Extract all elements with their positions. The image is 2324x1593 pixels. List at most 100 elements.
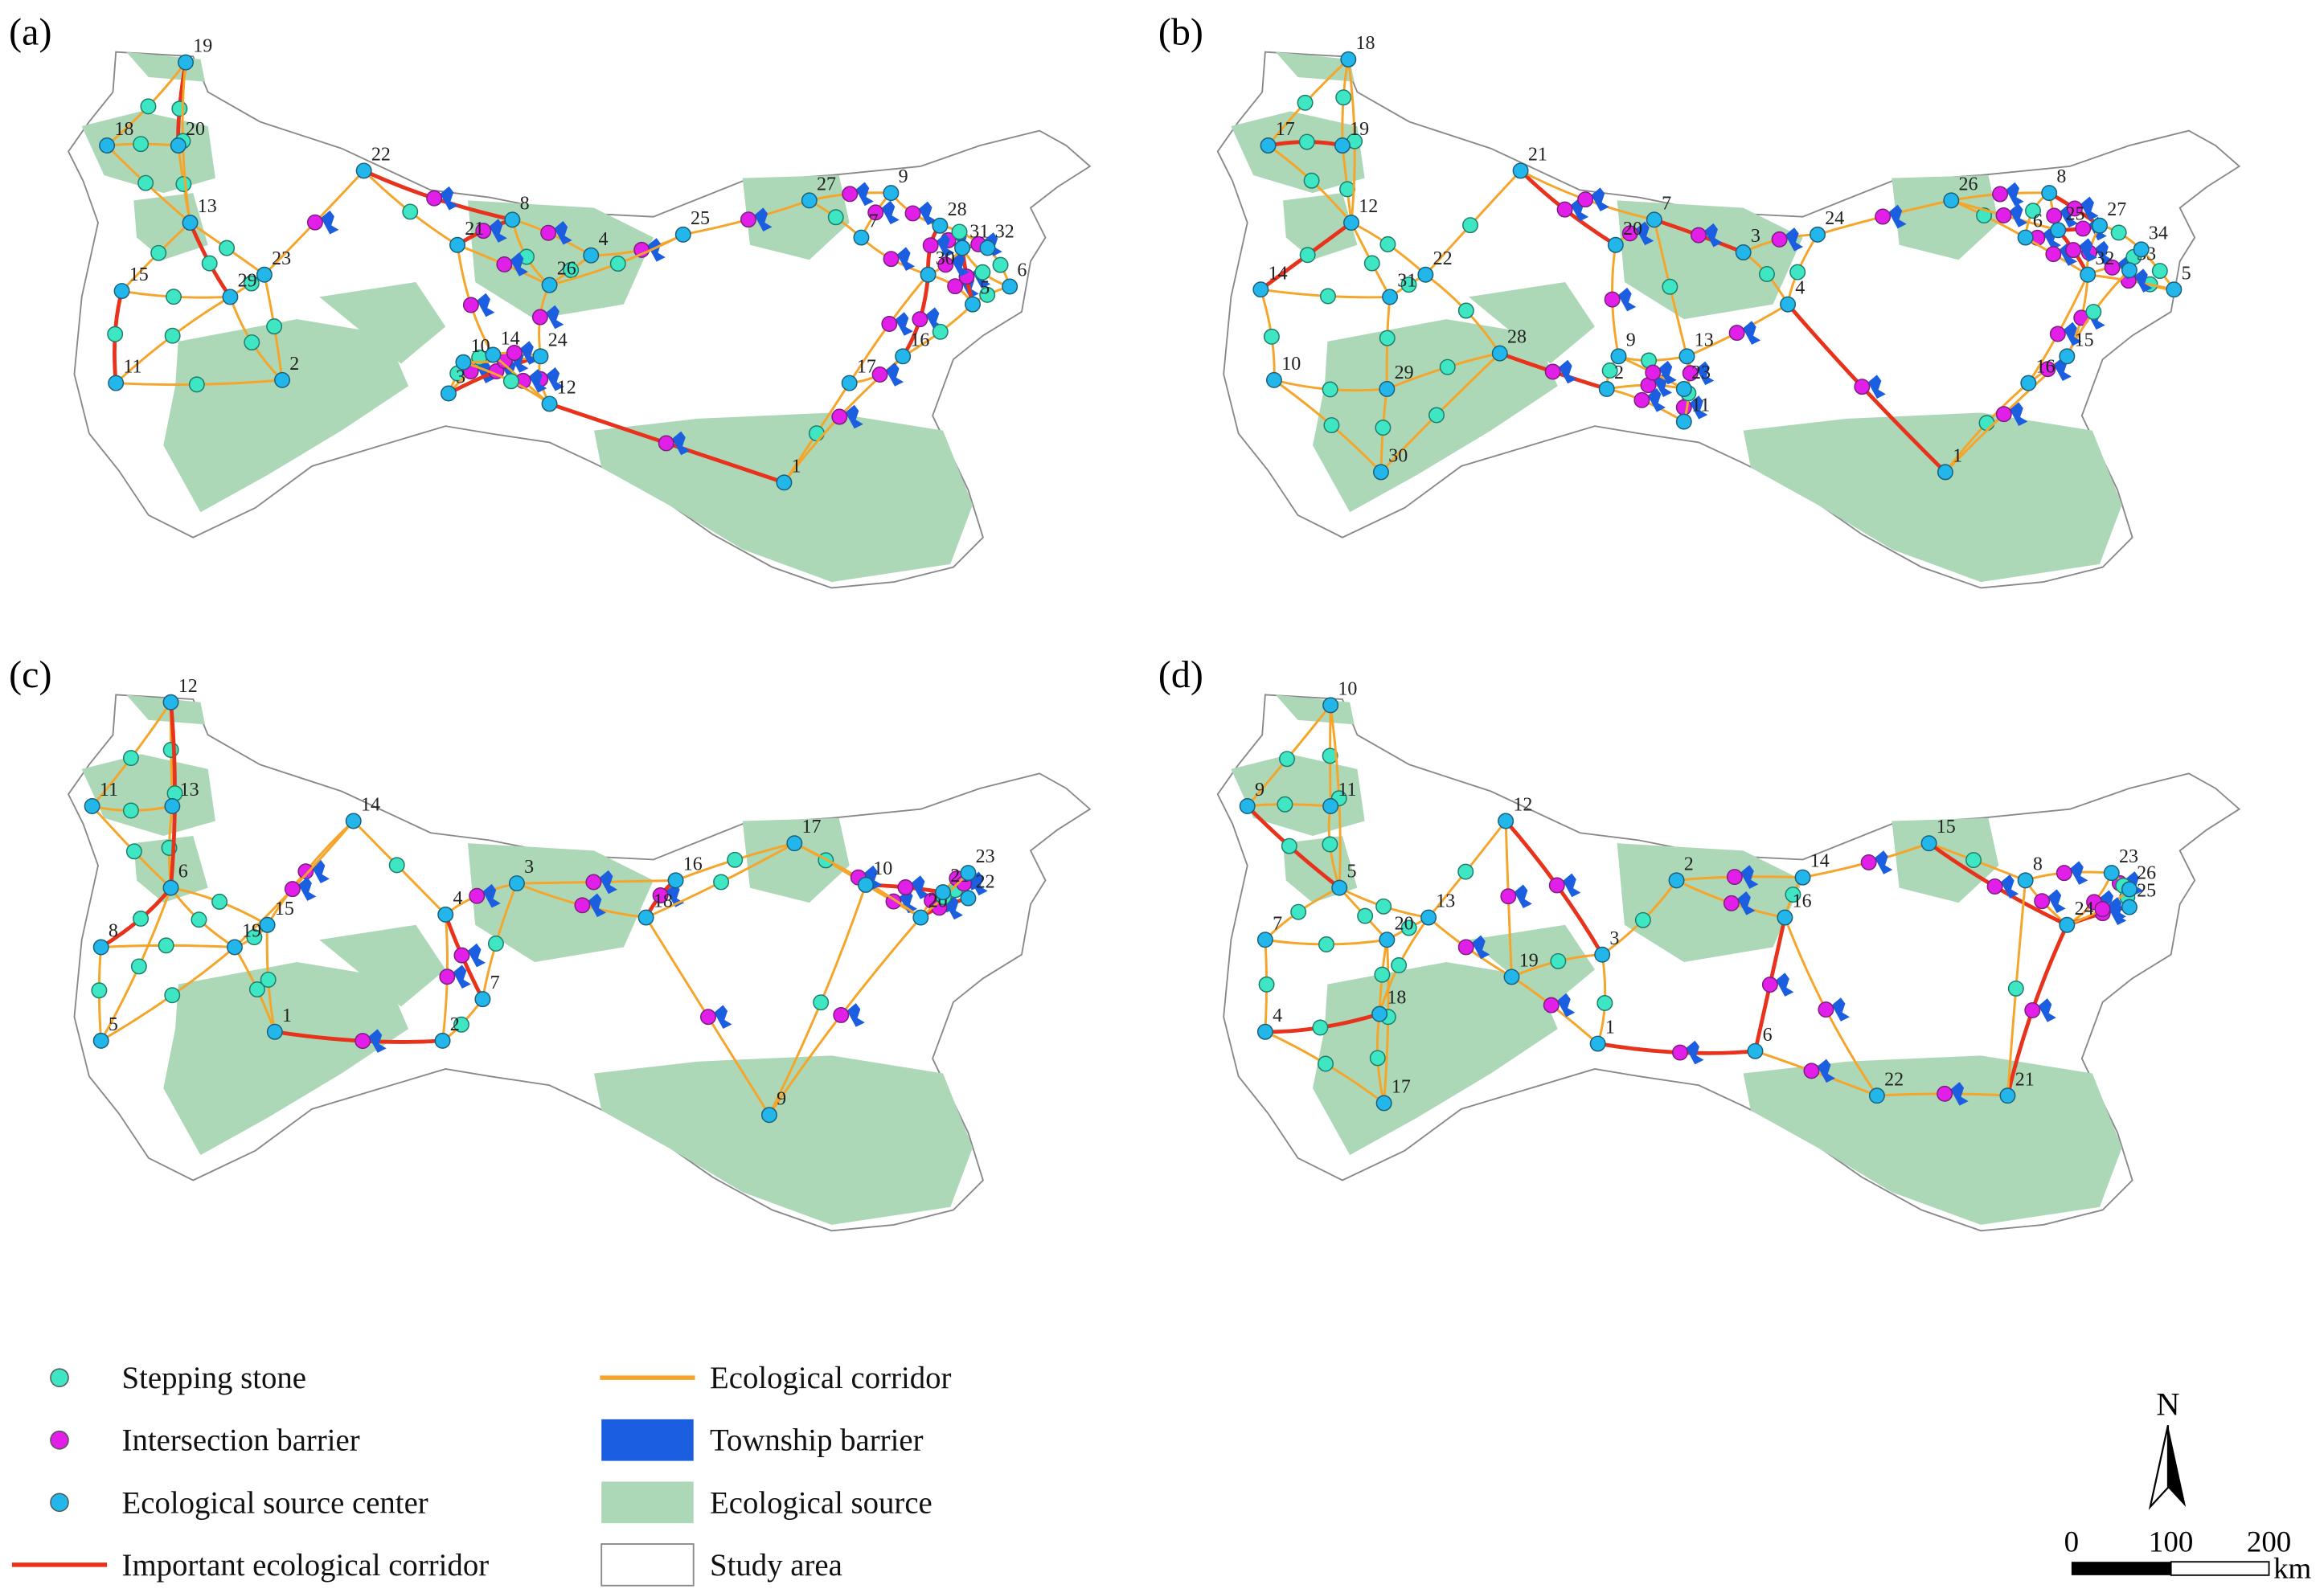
- stepping-stone: [932, 323, 949, 340]
- center-label: 29: [1395, 362, 1414, 383]
- center-label: 22: [976, 872, 995, 893]
- source-center: [1372, 464, 1389, 481]
- center-label: 9: [1626, 330, 1636, 350]
- center-label: 31: [969, 222, 989, 243]
- source-center: [776, 474, 793, 491]
- township-barrier: [2079, 238, 2097, 262]
- ecological-source: [742, 817, 850, 903]
- source-center: [883, 185, 900, 202]
- ecological-source: [319, 924, 446, 1007]
- stepping-stone: [1439, 358, 1456, 375]
- source-center: [1239, 798, 1256, 814]
- source-center: [1252, 281, 1269, 298]
- intersection-barrier: [2104, 259, 2121, 276]
- stepping-stone: [1299, 247, 1316, 264]
- stepping-stone: [130, 958, 147, 975]
- ecological-source: [1617, 843, 1803, 962]
- center-label: 3: [456, 367, 465, 388]
- intersection-barrier: [2034, 893, 2051, 910]
- source-center: [935, 884, 952, 901]
- stepping-stone: [1379, 330, 1396, 346]
- center-label: 21: [2015, 1069, 2035, 1090]
- township-barrier: [440, 186, 458, 211]
- source-center: [1498, 813, 1514, 829]
- center-label: 19: [242, 921, 261, 942]
- stepping-stone: [140, 98, 157, 115]
- source-center: [178, 54, 194, 71]
- township-barrier: [2038, 998, 2056, 1022]
- source-center: [637, 909, 654, 926]
- intersection-barrier: [740, 211, 756, 228]
- source-center: [912, 909, 929, 926]
- township-barrier: [911, 875, 929, 899]
- center-label: 15: [275, 899, 294, 919]
- center-label: 2: [1614, 362, 1624, 383]
- center-label: 5: [1346, 862, 1356, 882]
- legend-symbol: [601, 1419, 694, 1461]
- center-label: 3: [524, 857, 534, 878]
- center-label: 14: [501, 329, 520, 350]
- township-barrier: [2070, 861, 2088, 885]
- center-label: 11: [1691, 395, 1710, 416]
- center-label: 3: [1609, 928, 1619, 949]
- source-center: [1777, 909, 1793, 926]
- township-barrier: [1875, 850, 1893, 874]
- center-label: 6: [178, 862, 188, 882]
- source-center: [853, 229, 870, 246]
- township-barrier: [2134, 268, 2153, 293]
- intersection-barrier: [842, 186, 859, 203]
- stepping-stone: [122, 750, 139, 767]
- center-label: 16: [1793, 891, 1812, 912]
- township-barrier: [1618, 287, 1637, 312]
- stepping-stone: [2007, 980, 2024, 997]
- source-center: [1735, 244, 1752, 260]
- source-center: [99, 137, 116, 154]
- stepping-stone: [951, 223, 968, 240]
- center-label: 6: [1763, 1025, 1773, 1046]
- source-center: [162, 694, 179, 711]
- stepping-stone: [1375, 898, 1392, 915]
- source-center: [960, 890, 977, 907]
- intersection-barrier: [1621, 225, 1638, 242]
- stepping-stone: [1322, 381, 1338, 398]
- source-center: [2121, 262, 2138, 279]
- center-label: 25: [2137, 881, 2156, 902]
- center-label: 2: [450, 1014, 460, 1035]
- township-barrier: [1740, 865, 1759, 889]
- stepping-stone: [1322, 747, 1338, 764]
- ecological-source: [163, 319, 409, 513]
- intersection-barrier: [1604, 291, 1621, 308]
- stepping-stone: [1785, 887, 1801, 903]
- stepping-stone: [219, 240, 236, 256]
- center-label: 7: [490, 973, 500, 993]
- source-center: [1646, 211, 1662, 228]
- scale-unit: km: [2273, 1552, 2311, 1585]
- township-barrier: [1686, 1040, 1704, 1065]
- stepping-stone: [1312, 1019, 1329, 1036]
- center-label: 19: [1350, 119, 1369, 140]
- center-label: 5: [109, 1014, 118, 1035]
- center-label: 7: [869, 211, 879, 232]
- stepping-stone: [402, 203, 419, 220]
- source-center: [92, 939, 109, 956]
- source-center: [1868, 1087, 1885, 1104]
- source-center: [1794, 869, 1811, 886]
- intersection-barrier: [297, 863, 314, 880]
- center-label: 30: [1388, 445, 1408, 466]
- intersection-barrier: [496, 256, 513, 272]
- source-center: [1607, 236, 1624, 253]
- township-barrier: [855, 182, 874, 207]
- source-center: [84, 798, 100, 814]
- intersection-barrier: [1995, 406, 2012, 423]
- source-center: [226, 939, 243, 956]
- source-center: [801, 192, 818, 209]
- center-label: 27: [2107, 199, 2126, 220]
- source-center: [2133, 241, 2150, 258]
- source-center: [895, 348, 912, 365]
- ecological-source: [593, 1055, 973, 1225]
- stepping-stone: [164, 987, 181, 1004]
- township-barrier: [1690, 395, 1708, 420]
- stepping-stone: [1965, 852, 1982, 869]
- intersection-barrier: [871, 367, 888, 383]
- intersection-barrier: [2045, 246, 2062, 263]
